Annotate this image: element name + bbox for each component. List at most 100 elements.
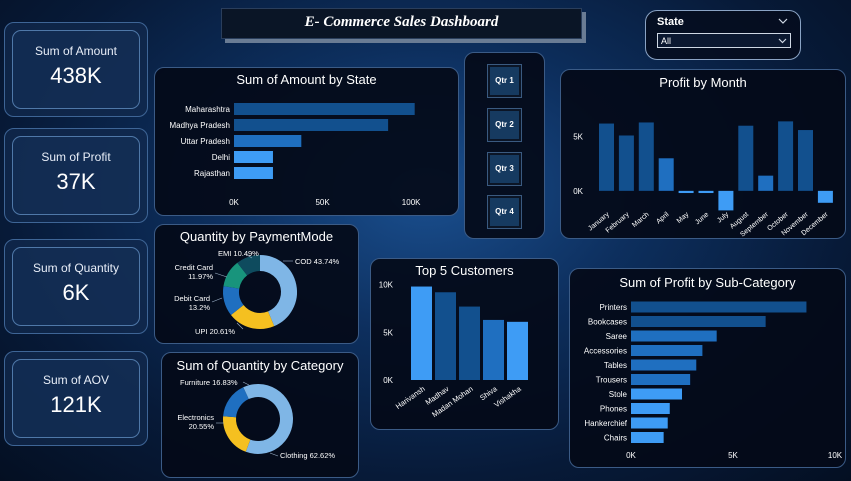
y-tick-label: 0K [383, 376, 393, 385]
chart-title: Top 5 Customers [415, 263, 514, 278]
bar [631, 374, 691, 385]
bar [678, 190, 694, 194]
donut-label: 11.97% [188, 272, 213, 281]
quarter-slicer: Qtr 1 Qtr 2 Qtr 3 Qtr 4 [464, 52, 545, 239]
chevron-down-icon[interactable] [778, 18, 788, 25]
leader-line [236, 322, 244, 330]
x-category-label: June [694, 211, 710, 226]
x-category-label: May [676, 211, 691, 225]
donut-slice [237, 255, 261, 276]
bar [631, 345, 703, 356]
state-select-value: All [661, 36, 672, 46]
subcategory-panel: Sum of Profit by Sub-Category Printers Bo… [569, 268, 846, 468]
dropdown-chevron-icon [778, 38, 787, 44]
kpi-card-inner: Sum of Profit 37K [12, 136, 140, 215]
bar-category-label: Tables [604, 361, 627, 370]
leader-line [269, 452, 279, 457]
leader-line [214, 272, 228, 278]
leader-line [242, 381, 250, 386]
bar-category-label: Bookcases [588, 318, 627, 327]
donut-slice [259, 255, 297, 327]
payment-mode-panel: Quantity by PaymentMode COD 43.74% UPI 20… [154, 224, 359, 344]
chart-title: Sum of Quantity by Category [176, 358, 344, 373]
donut-label: Credit Card [175, 263, 213, 272]
kpi-value: 37K [56, 169, 96, 194]
bar-category-label: Hankerchief [584, 419, 627, 428]
bar [778, 121, 794, 191]
bar [631, 417, 668, 429]
x-category-label: Vishakha [492, 384, 523, 409]
bar [411, 286, 432, 380]
bar [631, 316, 766, 327]
state-select[interactable]: All [657, 33, 791, 48]
donut-label: Electronics [177, 413, 214, 422]
kpi-value: 6K [62, 280, 90, 305]
x-tick-label: 0K [229, 198, 239, 207]
bar [798, 130, 813, 191]
bar-category-label: Madhya Pradesh [170, 121, 230, 130]
bar [758, 175, 774, 191]
donut-slice [223, 286, 244, 315]
x-tick-label: 10K [828, 451, 843, 460]
x-category-label: July [716, 211, 730, 225]
bar [618, 135, 634, 191]
donut-label: COD 43.74% [295, 257, 340, 266]
bar [507, 321, 528, 380]
chart-title: Sum of Profit by Sub-Category [619, 275, 796, 290]
kpi-value: 121K [50, 392, 102, 417]
quarter-button-q4[interactable]: Qtr 4 [487, 195, 522, 229]
bar [483, 319, 504, 380]
chart-title: Sum of Amount by State [236, 72, 377, 87]
bar-category-label: Chairs [604, 434, 627, 443]
kpi-card-aov: Sum of AOV 121K [4, 351, 148, 446]
x-category-label: April [655, 211, 671, 226]
y-tick-label: 5K [573, 133, 583, 142]
bar [599, 123, 614, 191]
leader-line [246, 254, 253, 259]
bar [631, 432, 664, 443]
bar [631, 403, 670, 414]
profit-by-month-panel: Profit by Month 0K 5K January February March… [560, 69, 846, 239]
y-tick-label: 5K [383, 328, 393, 337]
kpi-value: 438K [50, 63, 102, 88]
donut-label: Clothing 62.62% [280, 451, 335, 460]
bar [459, 306, 480, 380]
chart-title: Quantity by PaymentMode [179, 229, 334, 244]
donut-slice [230, 304, 275, 329]
amount-by-state-chart: Maharashtra Madhya Pradesh Uttar Pradesh De… [170, 103, 421, 207]
y-tick-label: 10K [379, 281, 394, 290]
quarter-button-q3[interactable]: Qtr 3 [487, 152, 522, 186]
bar-category-label: Saree [606, 332, 628, 341]
quarter-button-q1[interactable]: Qtr 1 [487, 64, 522, 98]
donut-label: Furniture 16.83% [180, 378, 238, 387]
donut-label: UPI 20.61% [195, 327, 235, 336]
kpi-card-quantity: Sum of Quantity 6K [4, 239, 148, 334]
bar [638, 122, 654, 191]
bar [817, 190, 833, 203]
donut-label: EMI 10.49% [218, 249, 259, 258]
bar [435, 292, 456, 380]
bar [631, 330, 717, 342]
donut-slice [223, 387, 250, 418]
bar [234, 151, 273, 163]
x-category-label: Harivansh [394, 384, 427, 411]
kpi-card-amount: Sum of Amount 438K [4, 22, 148, 117]
quarter-button-q2[interactable]: Qtr 2 [487, 108, 522, 142]
bar [234, 167, 273, 179]
bar [631, 301, 807, 313]
state-slicer[interactable]: State All [645, 10, 801, 60]
kpi-card-profit: Sum of Profit 37K [4, 128, 148, 223]
leader-line [211, 297, 223, 303]
donut-label: 20.55% [189, 422, 215, 431]
slicer-label: State [657, 16, 684, 28]
kpi-label: Sum of Profit [41, 150, 111, 164]
kpi-card-inner: Sum of Amount 438K [12, 30, 140, 109]
bar [631, 359, 697, 371]
chart-title: Profit by Month [659, 75, 747, 90]
bar-category-label: Trousers [596, 376, 627, 385]
kpi-label: Sum of Amount [34, 44, 118, 58]
bar-category-label: Phones [600, 405, 627, 414]
